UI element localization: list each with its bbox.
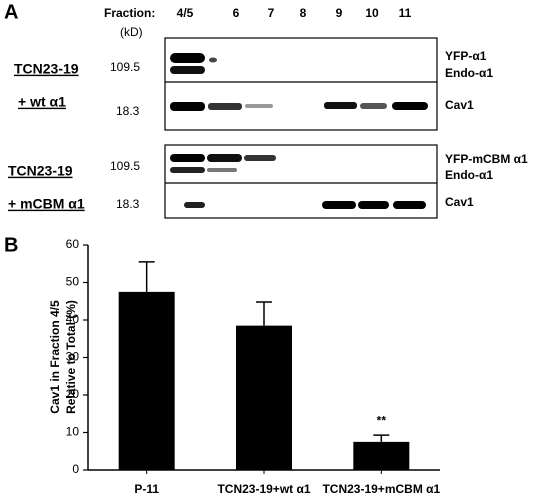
blot xyxy=(164,37,438,131)
marker-label: 18.3 xyxy=(116,104,140,118)
lane-label: 8 xyxy=(300,6,307,20)
band-label: YFP-α1 xyxy=(445,49,487,63)
lane-label: 6 xyxy=(233,6,240,20)
unit-label: (kD) xyxy=(120,25,143,39)
sample-label: TCN23-19 xyxy=(8,163,73,179)
panel-label: A xyxy=(4,1,18,23)
y-tick-label: 50 xyxy=(66,275,80,289)
x-tick-label: TCN23-19+mCBM α1 xyxy=(322,482,440,496)
sample-label: TCN23-19 xyxy=(14,61,79,77)
y-tick-label: 60 xyxy=(66,237,80,251)
x-tick-label: P-11 xyxy=(134,482,159,496)
band-label: YFP-mCBM α1 xyxy=(445,152,528,166)
lane-label: 11 xyxy=(399,6,412,20)
y-tick-label: 40 xyxy=(66,312,80,326)
y-tick-label: 0 xyxy=(72,462,79,476)
y-axis-title-line: Relative to Total (%) xyxy=(64,300,78,414)
band-label: Cav1 xyxy=(445,98,474,112)
marker-label: 18.3 xyxy=(116,197,140,211)
annotation: ** xyxy=(377,413,387,427)
y-tick-label: 10 xyxy=(66,425,80,439)
x-tick-label: TCN23-19+wt α1 xyxy=(217,482,310,496)
y-axis-title: Cav1 in Fraction 4/5 Relative to Total (… xyxy=(48,300,78,414)
y-tick-label: 30 xyxy=(66,350,80,364)
lane-label: 9 xyxy=(336,6,343,20)
bar xyxy=(236,325,292,470)
lane-label: 4/5 xyxy=(177,6,194,20)
marker-label: 109.5 xyxy=(110,159,140,173)
fraction-label: Fraction: xyxy=(104,6,155,20)
panel-label: B xyxy=(4,234,18,256)
band-label: Cav1 xyxy=(445,195,474,209)
bar xyxy=(118,291,175,470)
y-axis-title-line: Cav1 in Fraction 4/5 xyxy=(48,300,62,414)
bar xyxy=(353,441,410,470)
lane-labels: 4/5 6 7 8 9 10 11 xyxy=(177,6,412,20)
blot xyxy=(164,144,438,219)
lane-label: 10 xyxy=(365,6,379,20)
lane-label: 7 xyxy=(268,6,275,20)
condition-label: + wt α1 xyxy=(18,94,66,110)
y-tick-label: 20 xyxy=(66,387,80,401)
condition-label: + mCBM α1 xyxy=(8,196,85,212)
band-label: Endo-α1 xyxy=(445,66,493,80)
band-label: Endo-α1 xyxy=(445,168,493,182)
marker-label: 109.5 xyxy=(110,60,140,74)
